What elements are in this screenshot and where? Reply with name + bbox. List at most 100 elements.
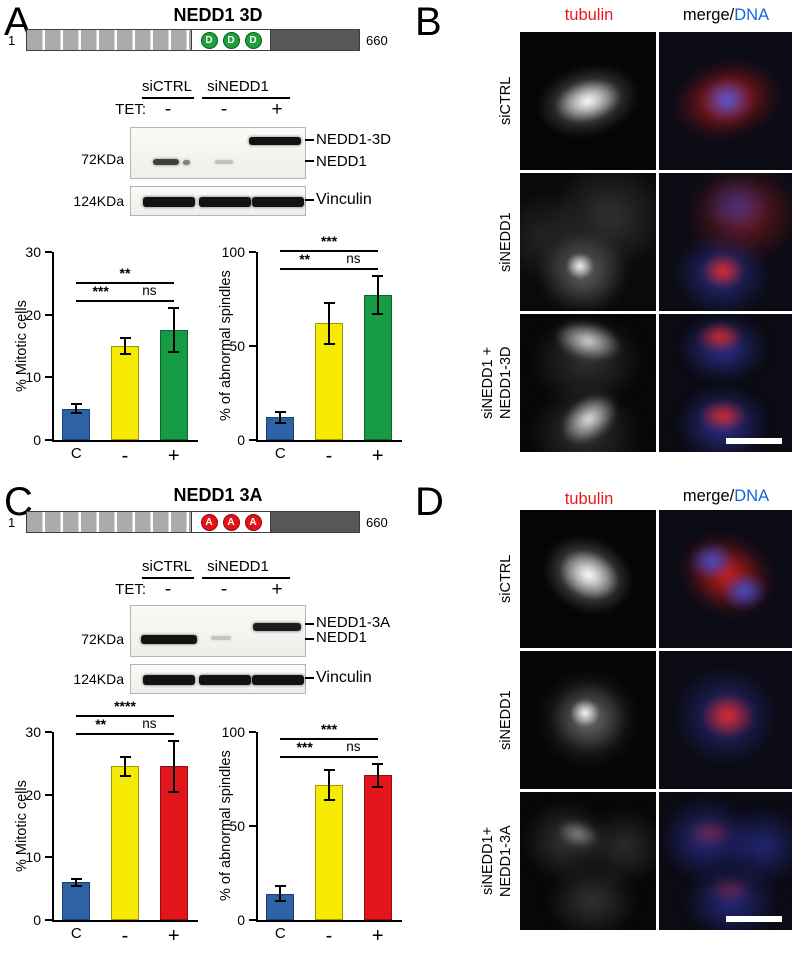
- tet-lane3-value: +: [271, 99, 283, 120]
- significance-line: [280, 250, 378, 253]
- error-bar-line: [75, 404, 78, 414]
- x-axis: [52, 920, 198, 922]
- schematic-start-residue: 1: [8, 33, 16, 48]
- phosphomimetic-residue-icon: D: [244, 31, 262, 49]
- micrograph-d-sinedd1-tubulin: [520, 651, 656, 789]
- merge-text: merge/: [682, 487, 735, 505]
- error-bar-cap: [119, 756, 131, 759]
- group-label-sinedd1: siNEDD1: [207, 558, 269, 575]
- bar-+: [363, 775, 392, 920]
- significance-label: ****: [114, 698, 136, 715]
- error-bar-cap: [274, 885, 286, 888]
- y-tick-mark: [249, 825, 256, 827]
- error-bar-cap: [70, 885, 82, 888]
- y-tick-mark: [45, 856, 52, 859]
- micrograph-d-rescue-merge: [659, 792, 792, 930]
- micrograph-d-sinedd1-merge: [659, 651, 792, 789]
- error-bar-cap: [274, 422, 286, 425]
- y-tick-mark: [249, 251, 256, 253]
- band-nedd1-faint: [215, 160, 233, 164]
- y-axis-label: % Mitotic cells: [14, 780, 30, 872]
- merge-dna-column-header: merge/DNA: [663, 6, 789, 25]
- bar--: [315, 784, 343, 920]
- significance-label: ns: [142, 716, 157, 732]
- band-nedd1-3a: [253, 623, 301, 631]
- significance-line: [280, 737, 378, 740]
- micrograph-d-sictrl-tubulin: [520, 510, 656, 648]
- wd40-repeat-region: [27, 512, 191, 532]
- significance-line: [280, 755, 329, 758]
- fluorescence-blob: [699, 76, 755, 124]
- tubulin-column-header: tubulin: [564, 6, 614, 24]
- row-label-sinedd1-rescue-line1: siNEDD1+: [480, 826, 496, 896]
- label-nedd1: NEDD1: [316, 153, 367, 170]
- tubulin-column-header: tubulin: [564, 490, 614, 508]
- y-tick-mark: [45, 731, 52, 733]
- row-label-sictrl: siCTRL: [498, 554, 514, 604]
- error-bar-line: [279, 411, 282, 424]
- chart-abnormal-spindles-3d: % of abnormal spindles 0 50 100 C - + *** ** ns: [210, 233, 410, 475]
- schematic-end-residue: 660: [366, 33, 388, 48]
- band-pointer-line: [305, 160, 314, 162]
- fluorescence-blob: [707, 876, 753, 904]
- significance-line: [76, 300, 125, 303]
- significance-line: [280, 268, 329, 271]
- group-underline: [142, 577, 194, 579]
- error-bar-cap: [323, 301, 335, 304]
- schematic-end-residue: 660: [366, 515, 388, 530]
- error-bar-cap: [168, 307, 180, 310]
- group-underline: [202, 97, 290, 99]
- band-vinculin-lane2: [199, 675, 251, 685]
- x-category-label: +: [167, 925, 180, 947]
- c-terminal-region: [271, 512, 359, 532]
- bar--: [111, 346, 139, 440]
- significance-label: ***: [296, 738, 313, 755]
- y-tick-mark: [45, 919, 52, 921]
- error-bar-cap: [119, 337, 131, 340]
- x-category-label: -: [325, 925, 333, 947]
- fluorescence-blob: [687, 818, 733, 848]
- micrograph-d-rescue-tubulin: [520, 792, 656, 930]
- error-bar-line: [172, 741, 175, 792]
- error-bar-cap: [372, 313, 384, 316]
- band-vinculin-lane3: [252, 197, 304, 207]
- significance-line: [76, 733, 125, 736]
- significance-label: ***: [320, 233, 338, 250]
- schematic-start-residue: 1: [8, 515, 16, 530]
- row-label-sictrl: siCTRL: [498, 76, 514, 126]
- significance-label: **: [119, 265, 131, 282]
- bar--: [111, 766, 139, 920]
- row-label-sinedd1-rescue-line2: NEDD1-3A: [498, 825, 514, 897]
- chart-mitotic-cells-3a: % Mitotic cells 0 10 20 30 C - + **** ** ns: [6, 698, 206, 955]
- fluorescence-blob: [689, 542, 735, 580]
- y-tick-mark: [249, 345, 256, 347]
- chart-abnormal-spindles-3a: % of abnormal spindles 0 50 100 C - + *** *** ns: [210, 720, 410, 955]
- group-underline: [202, 577, 290, 579]
- y-axis: [52, 252, 54, 442]
- group-label-sictrl: siCTRL: [141, 78, 192, 95]
- band-nedd1-faint: [211, 636, 231, 640]
- x-axis: [52, 440, 198, 442]
- tet-lane1-value: -: [164, 99, 172, 120]
- x-category-label: -: [121, 925, 129, 947]
- x-category-label: -: [121, 445, 129, 467]
- error-bar-cap: [70, 877, 82, 880]
- fluorescence-blob: [721, 572, 767, 610]
- mutation-site-region: A A A: [191, 512, 271, 532]
- significance-line: [329, 755, 378, 758]
- dna-text: DNA: [734, 6, 770, 24]
- x-category-label: C: [274, 925, 286, 942]
- error-bar-line: [124, 757, 126, 776]
- x-category-label: +: [371, 925, 384, 947]
- error-bar-line: [279, 886, 282, 902]
- significance-label: ns: [346, 738, 361, 754]
- fluorescence-blob: [701, 693, 755, 739]
- error-bar-cap: [274, 410, 286, 413]
- merge-dna-column-header: merge/DNA: [663, 487, 789, 506]
- error-bar-line: [172, 308, 175, 353]
- y-tick-mark: [45, 439, 52, 441]
- mutation-site-region: D D D: [191, 30, 271, 50]
- row-label-sinedd1: siNEDD1: [498, 690, 514, 750]
- significance-label: ***: [92, 283, 109, 300]
- phosphomimetic-residue-icon: D: [222, 31, 240, 49]
